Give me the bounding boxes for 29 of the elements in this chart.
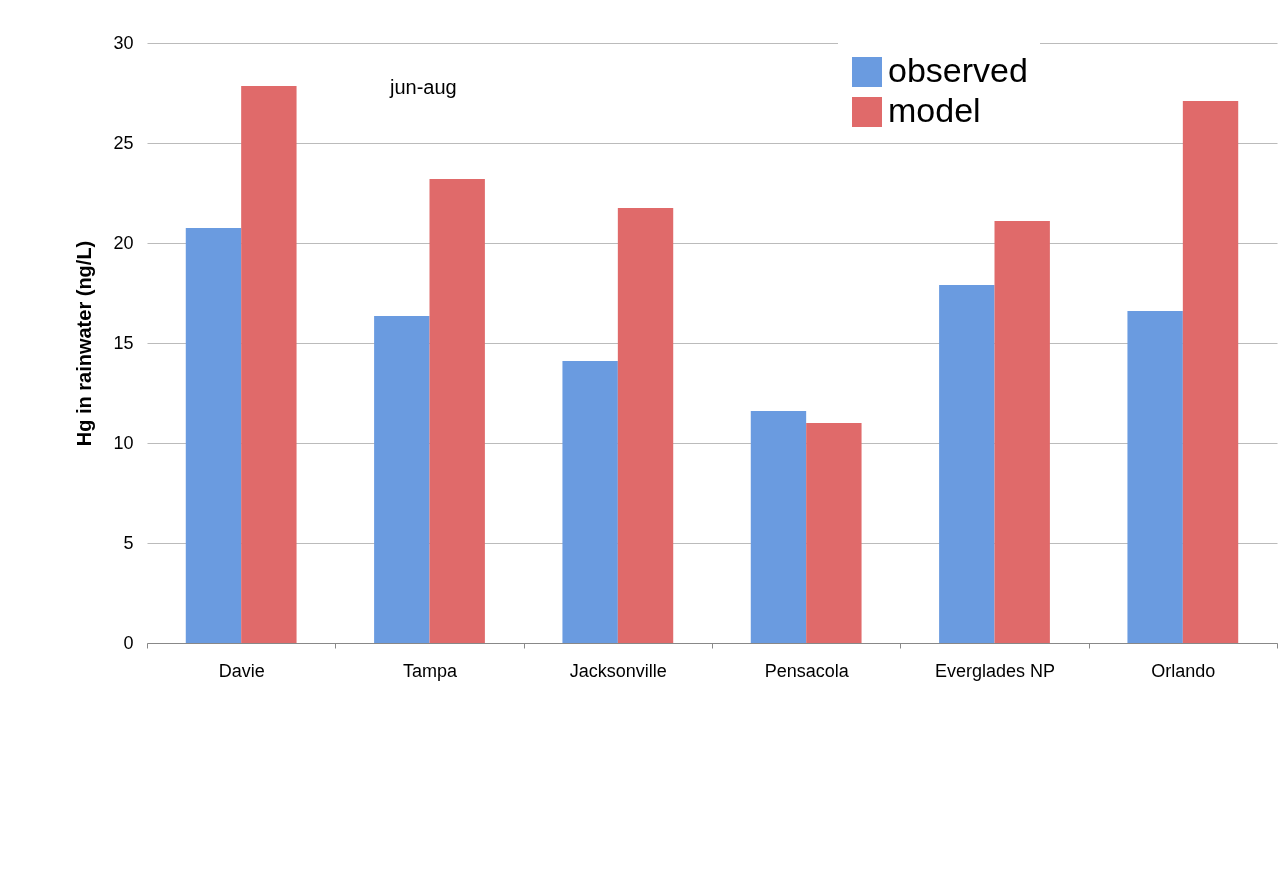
x-tick-label: Tampa xyxy=(402,660,458,681)
legend-label: model xyxy=(888,91,981,129)
y-axis-title: Hg in rainwater (ng/L) xyxy=(73,240,96,447)
y-tick-label: 0 xyxy=(123,632,134,653)
x-tick-label: Pensacola xyxy=(764,660,850,681)
x-tick-label: Davie xyxy=(218,660,265,681)
x-tick-label: Everglades NP xyxy=(934,660,1056,681)
bar xyxy=(429,179,485,643)
x-tick-label: Jacksonville xyxy=(569,660,667,681)
bar xyxy=(994,221,1050,643)
bar xyxy=(617,208,674,643)
y-tick-label: 15 xyxy=(113,332,134,353)
y-tick-label: 20 xyxy=(113,232,134,253)
bar xyxy=(1127,311,1183,643)
y-tick-label: 25 xyxy=(113,132,134,153)
bar xyxy=(806,423,862,643)
bar xyxy=(1182,101,1239,643)
y-tick-label: 30 xyxy=(113,32,134,53)
y-tick-label: 10 xyxy=(113,432,134,453)
bar xyxy=(185,228,242,643)
annotation: jun-aug xyxy=(389,76,457,98)
legend-label: observed xyxy=(888,51,1028,89)
y-tick-label: 5 xyxy=(123,532,134,553)
bar xyxy=(241,86,297,643)
x-tick-label: Orlando xyxy=(1151,660,1216,681)
bar xyxy=(562,361,618,643)
bar xyxy=(750,411,807,643)
bar xyxy=(374,316,430,643)
bar xyxy=(939,285,995,643)
